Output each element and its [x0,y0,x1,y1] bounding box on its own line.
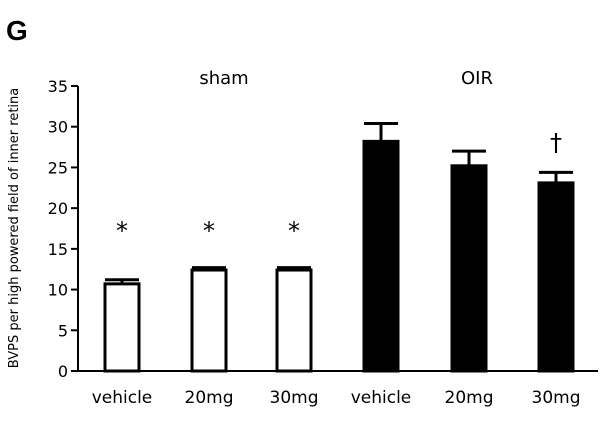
y-axis-label: BVPS per high powered field of inner ret… [7,88,22,369]
labels: vehicle * 20mg * 30mg * vehicle 20mg 30mg † sham OI… [92,68,581,408]
bar [362,139,400,373]
bar [275,268,313,373]
y-tick-label: 20 [48,199,68,218]
y-tick-label: 25 [48,158,68,177]
panel-letter: G [6,15,28,46]
bar [450,164,488,373]
bar [537,181,575,373]
bars [103,121,575,373]
axes: 0 5 10 15 20 25 30 35 [48,77,598,381]
y-tick-label: 0 [58,362,68,381]
y-tick-label: 5 [58,321,68,340]
x-tick-label: 30mg [270,388,319,408]
x-tick-label: 20mg [445,388,494,408]
group-label: sham [199,68,248,89]
x-tick-label: vehicle [92,388,153,408]
significance-mark: * [116,217,128,245]
significance-mark: † [550,128,562,156]
bar [190,268,228,373]
y-tick-label: 10 [48,281,68,300]
y-tick-label: 15 [48,240,68,259]
significance-mark: * [203,217,215,245]
y-tick-label: 35 [48,77,68,96]
x-tick-label: 30mg [532,388,581,408]
x-tick-label: 20mg [185,388,234,408]
bar [103,282,141,373]
significance-mark: * [288,217,300,245]
y-tick-label: 30 [48,118,68,137]
x-tick-label: vehicle [351,388,412,408]
group-label: OIR [461,68,493,89]
